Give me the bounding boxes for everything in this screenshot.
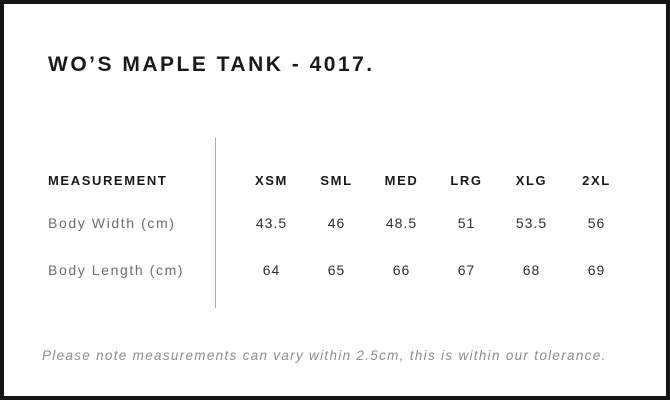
measurement-value: 66 [392,262,411,278]
measurement-value: 53.5 [515,215,548,231]
measurement-value: 67 [457,262,476,278]
row-value-cells: 43.5 46 48.5 51 53.5 56 [239,215,629,231]
size-column-header: LRG [450,173,483,188]
measurement-value: 48.5 [385,215,418,231]
measurement-column-header: MEASUREMENT [48,173,168,188]
row-value-cells: 64 65 66 67 68 69 [239,262,629,278]
row-label: Body Width (cm) [48,215,176,231]
measurement-value: 68 [522,262,541,278]
table-header-row: MEASUREMENT XSM SML MED LRG XLG 2XL [4,173,666,189]
size-column-header: XLG [515,173,548,188]
tolerance-note: Please note measurements can vary within… [42,348,607,363]
measurement-value: 51 [457,215,476,231]
size-header-cells: XSM SML MED LRG XLG 2XL [239,173,629,188]
measurement-value: 43.5 [255,215,288,231]
page-title: WO’S MAPLE TANK - 4017. [48,53,375,76]
size-column-header: 2XL [582,173,611,188]
measurement-value: 69 [587,262,606,278]
measurement-value: 64 [262,262,281,278]
measurement-value: 56 [587,215,606,231]
size-column-header: XSM [255,173,288,188]
measurement-value: 65 [327,262,346,278]
table-vertical-divider [215,138,216,308]
row-label: Body Length (cm) [48,262,185,278]
measurement-value: 46 [327,215,346,231]
size-column-header: MED [384,173,419,188]
size-column-header: SML [320,173,353,188]
table-row-body-width: Body Width (cm) 43.5 46 48.5 51 53.5 56 [4,215,666,231]
table-row-body-length: Body Length (cm) 64 65 66 67 68 69 [4,262,666,278]
